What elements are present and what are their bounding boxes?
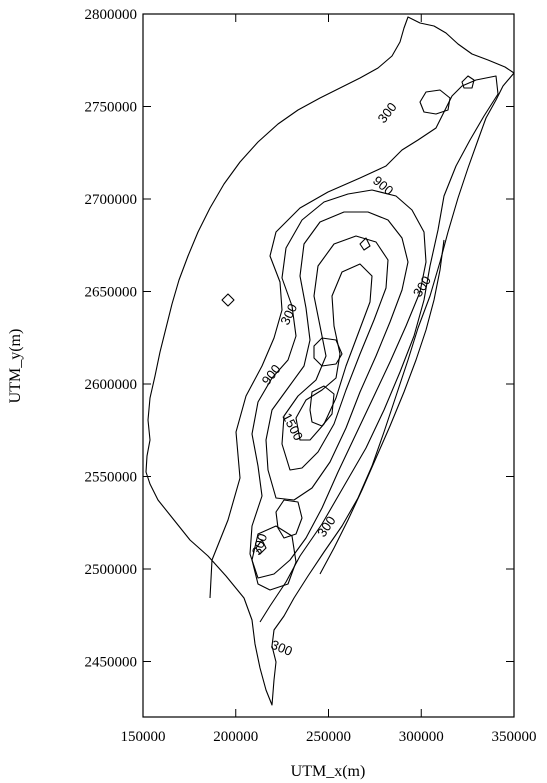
contour-peak-4 <box>251 525 297 591</box>
contour-1500 <box>295 263 373 441</box>
x-tick-label: 200000 <box>213 729 258 745</box>
contour-small-northeast <box>461 75 475 89</box>
x-tick-label: 300000 <box>399 729 444 745</box>
y-tick-label: 2550000 <box>85 470 138 486</box>
contour-label: 300 <box>277 301 300 327</box>
y-tick-label: 2450000 <box>85 655 138 671</box>
contour-900 <box>265 211 409 501</box>
contour-label: 300 <box>249 532 271 558</box>
contour-label: 300 <box>375 100 400 126</box>
contour-300-outer <box>209 75 499 623</box>
contour-peak-1 <box>309 385 335 427</box>
x-tick-label: 350000 <box>492 729 537 745</box>
contour-small-south <box>255 539 267 555</box>
y-axis-title: UTM_y(m) <box>7 329 24 404</box>
contour-label: 300 <box>269 637 295 659</box>
contour-peak-3 <box>275 499 303 539</box>
contour-peak-2 <box>313 337 343 367</box>
y-tick-label: 2700000 <box>85 192 138 208</box>
contour-600 <box>249 189 427 579</box>
contour-small-west <box>221 293 235 307</box>
x-axis: 150000 200000 250000 300000 350000 <box>121 14 537 745</box>
y-tick-label: 2650000 <box>85 285 138 301</box>
contour-small-north <box>419 89 451 115</box>
y-tick-label: 2500000 <box>85 562 138 578</box>
contour-lines <box>209 75 499 623</box>
y-tick-label: 2600000 <box>85 377 138 393</box>
contour-300-east <box>319 239 445 575</box>
y-axis: 2800000 2750000 2700000 2650000 2600000 25500… <box>85 7 514 671</box>
x-tick-label: 250000 <box>306 729 351 745</box>
coastline <box>145 16 515 706</box>
contour-small-center <box>359 237 371 251</box>
contour-1200 <box>281 235 389 471</box>
y-tick-label: 2800000 <box>85 7 138 23</box>
contour-label: 900 <box>370 173 396 198</box>
x-tick-label: 150000 <box>121 729 166 745</box>
y-tick-label: 2750000 <box>85 100 138 116</box>
x-axis-title: UTM_x(m) <box>291 763 366 780</box>
